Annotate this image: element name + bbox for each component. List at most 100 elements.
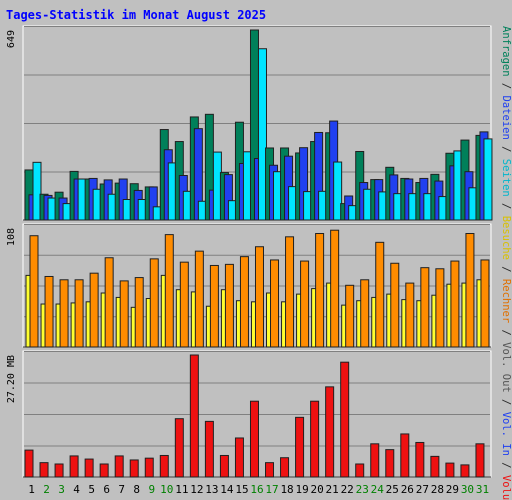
legend-entry: Vol. In (500, 412, 512, 456)
bar-rechner-day-20 (315, 233, 325, 348)
x-tick-label: 11 (175, 483, 188, 496)
legend-entry: / (500, 456, 512, 475)
bar-rechner-day-14 (224, 263, 234, 348)
bar-rechner-day-13 (209, 264, 219, 348)
bar-rechner-day-15 (239, 256, 249, 348)
x-tick-label: 21 (326, 483, 339, 496)
x-tick-label: 4 (73, 483, 80, 496)
bar-volumen-day-25 (385, 449, 395, 478)
panel-bottom: 27.20 MB (6, 350, 492, 478)
x-tick-label: 22 (341, 483, 354, 496)
x-tick-label: 14 (220, 483, 234, 496)
y-max-label: 108 (6, 228, 17, 246)
bar-volumen-day-5 (84, 458, 94, 478)
legend-entry: Seiten (500, 159, 512, 197)
bar-seiten-day-21 (333, 161, 343, 221)
legend-entry: / (500, 323, 512, 342)
x-tick-label: 24 (371, 483, 385, 496)
x-tick-label: 6 (103, 483, 110, 496)
x-tick-label: 15 (235, 483, 248, 496)
bar-volumen-day-29 (445, 462, 455, 478)
bar-rechner-day-30 (465, 233, 475, 348)
bar-rechner-day-8 (134, 277, 144, 348)
bar-volumen-day-24 (370, 443, 380, 478)
x-tick-label: 7 (118, 483, 125, 496)
legend-entry: Anfragen (500, 26, 512, 77)
x-tick-label: 3 (58, 483, 65, 496)
x-tick-label: 31 (476, 483, 489, 496)
bar-volumen-day-12 (189, 354, 199, 478)
bar-rechner-day-12 (194, 250, 204, 348)
x-tick-label: 30 (461, 483, 474, 496)
bar-rechner-day-5 (89, 272, 99, 348)
legend-entry: / (500, 77, 512, 96)
bar-volumen-day-30 (460, 464, 470, 478)
bar-volumen-day-18 (280, 457, 290, 478)
bar-volumen-day-14 (219, 454, 229, 478)
bar-rechner-day-6 (104, 257, 114, 348)
legend-entry: / (500, 393, 512, 412)
bar-volumen-day-2 (39, 462, 49, 478)
bar-rechner-day-31 (480, 259, 490, 348)
bar-rechner-day-3 (59, 279, 69, 348)
bar-rechner-day-29 (450, 260, 460, 348)
bar-volumen-day-22 (340, 361, 350, 478)
x-tick-label: 16 (250, 483, 263, 496)
legend-entry: / (500, 260, 512, 279)
bar-seiten-day-1 (32, 161, 42, 221)
bar-volumen-day-16 (249, 400, 259, 478)
bar-rechner-day-26 (405, 282, 415, 348)
x-tick-label: 20 (311, 483, 324, 496)
bar-rechner-day-18 (285, 236, 295, 348)
x-tick-label: 27 (416, 483, 429, 496)
x-tick-label: 17 (265, 483, 278, 496)
x-tick-label: 13 (205, 483, 218, 496)
bar-rechner-day-9 (149, 258, 159, 348)
bar-volumen-day-11 (174, 418, 184, 478)
legend-entry: Rechner (500, 279, 512, 323)
bar-volumen-day-27 (415, 441, 425, 478)
bar-volumen-day-28 (430, 455, 440, 478)
legend-entry: Volumen (500, 475, 512, 500)
bar-volumen-day-17 (265, 462, 275, 478)
bar-rechner-day-23 (360, 279, 370, 348)
bar-rechner-day-2 (44, 275, 54, 348)
chart-title: Tages-Statistik im Monat August 2025 (6, 8, 266, 22)
bar-rechner-day-25 (390, 262, 400, 348)
y-max-label: 649 (6, 30, 17, 48)
bar-rechner-day-27 (420, 267, 430, 348)
bar-rechner-day-19 (300, 260, 310, 348)
bar-volumen-day-9 (144, 457, 154, 478)
bar-rechner-day-1 (29, 235, 39, 348)
bar-volumen-day-8 (129, 459, 139, 478)
x-tick-label: 23 (356, 483, 369, 496)
bar-seiten-day-31 (483, 138, 493, 221)
bar-rechner-day-24 (375, 241, 385, 348)
x-tick-label: 25 (386, 483, 399, 496)
panel-mid: 108 (6, 223, 492, 348)
y-max-label: 27.20 MB (6, 355, 17, 403)
bar-volumen-day-13 (204, 420, 214, 478)
x-tick-label: 18 (280, 483, 293, 496)
x-tick-label: 9 (148, 483, 155, 496)
x-tick-label: 28 (431, 483, 444, 496)
x-tick-label: 29 (446, 483, 459, 496)
x-tick-label: 19 (295, 483, 308, 496)
legend-entry: Vol. Out (500, 342, 512, 393)
bar-rechner-day-10 (164, 234, 174, 348)
x-tick-label: 8 (133, 483, 140, 496)
bar-rechner-day-4 (74, 279, 84, 348)
bar-volumen-day-26 (400, 433, 410, 478)
bar-volumen-day-10 (159, 454, 169, 478)
bar-volumen-day-19 (295, 416, 305, 478)
bar-volumen-day-1 (24, 449, 34, 478)
legend-entry: / (500, 140, 512, 159)
right-legend: Anfragen / Dateien / Seiten / Besuche / … (500, 26, 512, 500)
bar-volumen-day-6 (99, 463, 109, 478)
bar-volumen-day-20 (310, 400, 320, 478)
bar-rechner-day-16 (254, 246, 264, 348)
x-tick-label: 10 (160, 483, 173, 496)
legend-entry: Besuche (500, 216, 512, 260)
bar-volumen-day-21 (325, 386, 335, 478)
